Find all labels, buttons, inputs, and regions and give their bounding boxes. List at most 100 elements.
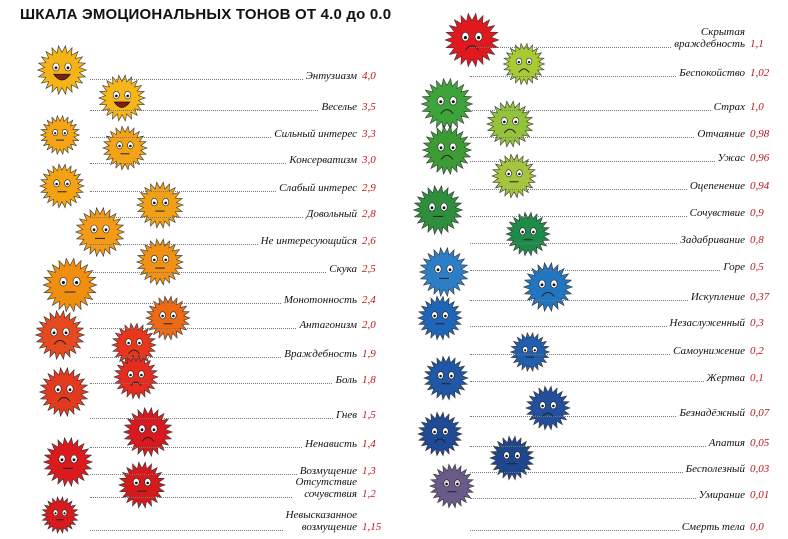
fuzzy-character xyxy=(97,74,147,122)
tone-value: 2,6 xyxy=(362,235,376,247)
scale-row: Незаслуженный 0,3 xyxy=(470,313,764,329)
scale-row: Сочувствие 0,9 xyxy=(470,203,764,219)
scale-row: Монотонность 2,4 xyxy=(90,290,376,306)
dotted-leader xyxy=(90,137,271,138)
scale-row: Задабривание 0,8 xyxy=(470,230,764,246)
scale-row: Безнадёжный 0,07 xyxy=(470,403,769,419)
emotion-label: Искупление xyxy=(690,291,745,303)
dotted-leader xyxy=(90,497,292,498)
fuzzy-character xyxy=(420,77,474,131)
fuzzy-character xyxy=(423,355,469,401)
dotted-leader xyxy=(90,357,281,358)
dotted-leader xyxy=(470,216,687,217)
scale-row: Слабый интерес 2,9 xyxy=(90,178,376,194)
fuzzy-character xyxy=(418,246,470,298)
tone-value: 0,98 xyxy=(750,128,770,140)
tone-value: 0,8 xyxy=(750,234,764,246)
scale-row: Ужас 0,96 xyxy=(470,148,769,164)
emotion-label: Смерть тела xyxy=(681,521,745,533)
tone-value: 1,1 xyxy=(750,38,764,50)
dotted-leader xyxy=(90,474,297,475)
scale-row: Антагонизм 2,0 xyxy=(90,315,376,331)
scale-row: Оцепенение 0,94 xyxy=(470,176,769,192)
dotted-leader xyxy=(90,418,333,419)
dotted-leader xyxy=(470,416,676,417)
scale-row: Возмущение 1,3 xyxy=(90,461,376,477)
scale-row: Веселье 3,5 xyxy=(90,97,376,113)
fuzzy-character xyxy=(525,385,571,431)
dotted-leader xyxy=(470,161,715,162)
dotted-leader xyxy=(470,76,676,77)
emotion-label: Сильный интерес xyxy=(274,128,357,140)
tone-value: 0,0 xyxy=(750,521,764,533)
dotted-leader xyxy=(90,163,286,164)
fuzzy-character xyxy=(113,354,159,400)
emotion-label: Скрытая враждебность xyxy=(674,26,745,50)
tone-value: 1,9 xyxy=(362,348,376,360)
scale-row: Гнев 1,5 xyxy=(90,405,376,421)
dotted-leader xyxy=(90,79,303,80)
tone-value: 4,0 xyxy=(362,70,376,82)
emotion-label: Отчаяние xyxy=(697,128,745,140)
emotion-label: Скука xyxy=(329,263,357,275)
emotion-label: Жертва xyxy=(706,372,745,384)
dotted-leader xyxy=(470,243,677,244)
fuzzy-character xyxy=(485,100,535,148)
dotted-leader xyxy=(90,244,258,245)
fuzzy-character xyxy=(509,331,551,373)
fuzzy-character xyxy=(489,435,535,481)
dotted-leader xyxy=(470,354,670,355)
fuzzy-character xyxy=(42,257,98,313)
emotion-label: Умирание xyxy=(698,489,745,501)
dotted-leader xyxy=(470,381,704,382)
scale-row: Отсутствие сочувствия 1,2 xyxy=(90,472,376,500)
scale-row: Апатия 0,05 xyxy=(470,433,769,449)
tone-value: 0,1 xyxy=(750,372,764,384)
dotted-leader xyxy=(90,303,281,304)
scale-row: Жертва 0,1 xyxy=(470,368,764,384)
emotion-label: Незаслуженный xyxy=(669,317,745,329)
tone-value: 2,5 xyxy=(362,263,376,275)
scale-row: Консерватизм 3,0 xyxy=(90,150,376,166)
emotion-label: Консерватизм xyxy=(289,154,357,166)
tone-value: 2,0 xyxy=(362,319,376,331)
fuzzy-character xyxy=(111,322,157,368)
tone-value: 1,02 xyxy=(750,67,770,79)
emotion-label: Не интересующийся xyxy=(260,235,357,247)
tone-value: 3,0 xyxy=(362,154,376,166)
dotted-leader xyxy=(470,446,706,447)
tone-value: 0,2 xyxy=(750,345,764,357)
dotted-leader xyxy=(90,217,303,218)
fuzzy-character xyxy=(491,153,537,199)
emotion-label: Сочувствие xyxy=(689,207,745,219)
fuzzy-character xyxy=(444,12,500,68)
dotted-leader xyxy=(470,189,687,190)
fuzzy-character xyxy=(417,295,463,341)
tone-value: 0,03 xyxy=(750,463,770,475)
scale-row: Самоунижение 0,2 xyxy=(470,341,764,357)
tone-value: 0,94 xyxy=(750,180,770,192)
emotion-label: Беспокойство xyxy=(679,67,745,79)
scale-row: Беспокойство 1,02 xyxy=(470,63,769,79)
fuzzy-character xyxy=(135,238,185,286)
dotted-leader xyxy=(470,498,696,499)
fuzzy-character xyxy=(522,261,574,313)
emotion-label: Ненависть xyxy=(305,438,357,450)
emotion-label: Оцепенение xyxy=(689,180,745,192)
tone-value: 1,5 xyxy=(362,409,376,421)
page-title: ШКАЛА ЭМОЦИОНАЛЬНЫХ ТОНОВ ОТ 4.0 до 0.0 xyxy=(20,6,392,23)
scale-row: Довольный 2,8 xyxy=(90,204,376,220)
fuzzy-character xyxy=(412,184,464,236)
scale-row: Смерть тела 0,0 xyxy=(470,517,764,533)
scale-row: Скрытая враждебность 1,1 xyxy=(470,22,764,50)
fuzzy-character xyxy=(421,124,473,176)
scale-row: Страх 1,0 xyxy=(470,97,764,113)
emotion-label: Довольный xyxy=(306,208,357,220)
dotted-leader xyxy=(470,326,667,327)
fuzzy-character xyxy=(135,181,185,229)
dotted-leader xyxy=(90,447,302,448)
tone-value: 0,96 xyxy=(750,152,770,164)
emotion-label: Гнев xyxy=(335,409,357,421)
tone-value: 1,3 xyxy=(362,465,376,477)
tone-value: 2,9 xyxy=(362,182,376,194)
